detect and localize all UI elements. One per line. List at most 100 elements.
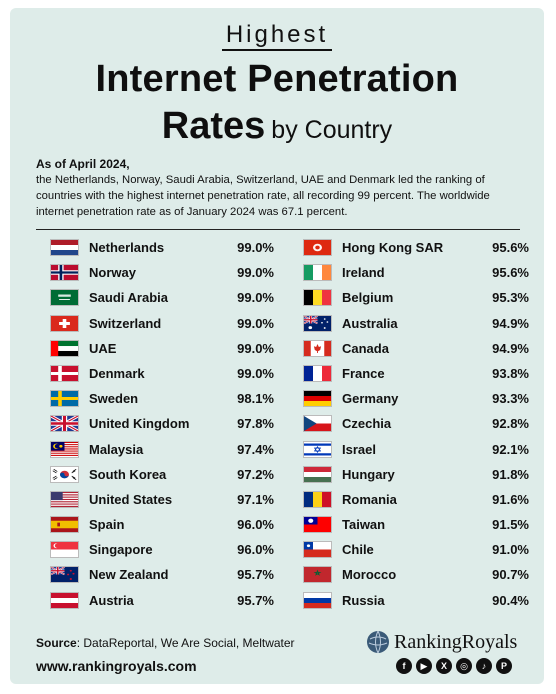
- country-name: Canada: [342, 340, 389, 356]
- intro-text: As of April 2024, the Netherlands, Norwa…: [36, 156, 520, 220]
- country-name: South Korea: [89, 466, 167, 482]
- new-zealand-flag-icon: [50, 566, 79, 584]
- penetration-value: 92.1%: [492, 441, 529, 457]
- penetration-value: 93.3%: [492, 391, 529, 407]
- country-name: United Kingdom: [89, 416, 190, 432]
- morocco-flag-icon: [303, 566, 332, 584]
- penetration-value: 95.7%: [237, 567, 274, 583]
- penetration-value: 94.9%: [492, 340, 529, 356]
- youtube-icon[interactable]: ▶: [416, 658, 432, 674]
- penetration-value: 90.4%: [492, 592, 529, 608]
- penetration-value: 96.0%: [237, 542, 274, 558]
- netherlands-flag-icon: [50, 239, 79, 256]
- united-states-flag-icon: [50, 490, 79, 508]
- website-url[interactable]: www.rankingroyals.com: [36, 658, 197, 674]
- divider: [36, 229, 520, 230]
- country-name: United States: [89, 491, 173, 507]
- hong-kong-sar-flag-icon: [303, 239, 332, 256]
- x-icon[interactable]: X: [436, 658, 452, 674]
- ranking-row-hungary: Hungary 91.8%: [303, 462, 529, 487]
- penetration-value: 95.3%: [492, 290, 529, 306]
- romania-flag-icon: [303, 490, 332, 508]
- ranking-row-switzerland: Switzerland 99.0%: [50, 311, 274, 336]
- facebook-icon[interactable]: f: [396, 658, 412, 674]
- kicker-title: Highest: [221, 22, 333, 51]
- ranking-row-france: France 93.8%: [303, 361, 529, 386]
- penetration-value: 90.7%: [492, 567, 529, 583]
- country-name: Czechia: [342, 416, 392, 432]
- infographic-card: Highest Internet Penetration Rates by Cou…: [10, 8, 544, 684]
- penetration-value: 99.0%: [237, 240, 274, 255]
- ranking-row-canada: Canada 94.9%: [303, 336, 529, 361]
- penetration-value: 98.1%: [237, 391, 274, 407]
- ranking-row-germany: Germany 93.3%: [303, 386, 529, 411]
- austria-flag-icon: [50, 591, 79, 609]
- globe-logo-icon: [367, 630, 389, 654]
- ranking-row-denmark: Denmark 99.0%: [50, 361, 274, 386]
- penetration-value: 96.0%: [237, 517, 274, 533]
- country-name: Hong Kong SAR: [342, 240, 444, 255]
- spain-flag-icon: [50, 516, 79, 534]
- penetration-value: 99.0%: [237, 365, 274, 381]
- country-name: Netherlands: [89, 240, 165, 255]
- ranking-row-spain: Spain 96.0%: [50, 512, 274, 537]
- ranking-row-united-kingdom: United Kingdom 97.8%: [50, 411, 274, 436]
- penetration-value: 97.1%: [237, 491, 274, 507]
- ranking-row-australia: Australia 94.9%: [303, 311, 529, 336]
- france-flag-icon: [303, 364, 332, 382]
- instagram-icon[interactable]: ◎: [456, 658, 472, 674]
- main-title-line2: Rates by Country: [10, 105, 544, 148]
- country-name: Sweden: [89, 391, 139, 407]
- ranking-row-taiwan: Taiwan 91.5%: [303, 512, 529, 537]
- penetration-value: 95.6%: [492, 265, 529, 281]
- ranking-row-saudi-arabia: Saudi Arabia 99.0%: [50, 285, 274, 310]
- united-kingdom-flag-icon: [50, 415, 79, 433]
- south-korea-flag-icon: [50, 465, 79, 483]
- penetration-value: 97.8%: [237, 416, 274, 432]
- penetration-value: 92.8%: [492, 416, 529, 432]
- malaysia-flag-icon: [50, 440, 79, 458]
- country-name: New Zealand: [89, 567, 169, 583]
- russia-flag-icon: [303, 591, 332, 609]
- ranking-row-united-states: United States 97.1%: [50, 487, 274, 512]
- penetration-value: 99.0%: [237, 290, 274, 306]
- hungary-flag-icon: [303, 465, 332, 483]
- penetration-value: 91.8%: [492, 466, 529, 482]
- country-name: Denmark: [89, 365, 145, 381]
- canada-flag-icon: [303, 339, 332, 357]
- country-name: Saudi Arabia: [89, 290, 168, 306]
- country-name: Singapore: [89, 542, 153, 558]
- ranking-row-uae: UAE 99.0%: [50, 336, 274, 361]
- taiwan-flag-icon: [303, 516, 332, 534]
- country-name: Austria: [89, 592, 134, 608]
- country-name: Hungary: [342, 466, 395, 482]
- country-name: Russia: [342, 592, 385, 608]
- pinterest-icon[interactable]: P: [496, 658, 512, 674]
- switzerland-flag-icon: [50, 314, 79, 332]
- country-name: Norway: [89, 265, 136, 281]
- australia-flag-icon: [303, 314, 332, 332]
- ranking-row-ireland: Ireland 95.6%: [303, 260, 529, 285]
- source-line: Source: DataReportal, We Are Social, Mel…: [36, 636, 295, 650]
- ranking-column-right: Hong Kong SAR 95.6% Ireland 95.6% Belgium 95.…: [303, 235, 529, 613]
- ranking-row-sweden: Sweden 98.1%: [50, 386, 274, 411]
- ranking-row-russia: Russia 90.4%: [303, 588, 529, 613]
- ranking-row-netherlands: Netherlands 99.0%: [50, 235, 274, 260]
- ranking-row-hong-kong-sar: Hong Kong SAR 95.6%: [303, 235, 529, 260]
- country-name: Switzerland: [89, 315, 162, 331]
- country-name: France: [342, 365, 385, 381]
- penetration-value: 94.9%: [492, 315, 529, 331]
- penetration-value: 91.0%: [492, 542, 529, 558]
- ranking-row-morocco: Morocco 90.7%: [303, 562, 529, 587]
- country-name: Romania: [342, 491, 397, 507]
- penetration-value: 91.5%: [492, 517, 529, 533]
- denmark-flag-icon: [50, 364, 79, 382]
- penetration-value: 97.4%: [237, 441, 274, 457]
- czechia-flag-icon: [303, 415, 332, 433]
- ranking-row-czechia: Czechia 92.8%: [303, 411, 529, 436]
- brand-logo: RankingRoyals: [366, 630, 528, 656]
- ranking-row-singapore: Singapore 96.0%: [50, 537, 274, 562]
- brand-name: RankingRoyals: [394, 631, 518, 653]
- tiktok-icon[interactable]: ♪: [476, 658, 492, 674]
- intro-paragraph: the Netherlands, Norway, Saudi Arabia, S…: [36, 174, 490, 218]
